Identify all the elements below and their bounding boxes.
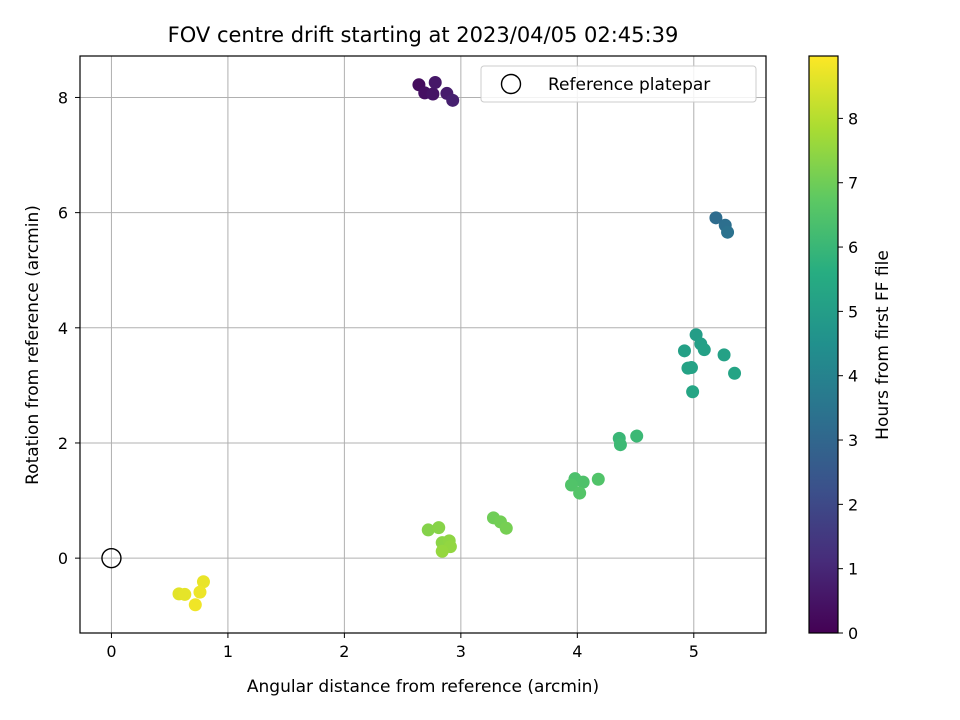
colorbar-tick-label: 1 [848, 560, 858, 579]
x-tick-label: 5 [689, 642, 699, 661]
colorbar-label: Hours from first FF file [873, 250, 893, 440]
legend-entry-reference: Reference platepar [548, 75, 710, 95]
y-tick-label: 4 [58, 319, 68, 338]
scatter-point [576, 475, 590, 489]
scatter-point [564, 478, 578, 492]
y-axis-label: Rotation from reference (arcmin) [23, 205, 43, 485]
plot-frame [79, 55, 767, 634]
colorbar-tick-label: 5 [848, 302, 858, 321]
colorbar-tick-label: 7 [848, 174, 858, 193]
colorbar-tick-label: 4 [848, 367, 858, 386]
scatter-point [573, 486, 587, 500]
colorbar-tick-label: 0 [848, 624, 858, 643]
scatter-point [193, 585, 207, 599]
colorbar-gradient [808, 55, 839, 634]
x-axis-ticks: 0 1 2 3 4 5 [106, 633, 699, 661]
colorbar-tick-label: 8 [848, 109, 858, 128]
chart-title: FOV centre drift starting at 2023/04/05 … [168, 23, 679, 47]
scatter-point [428, 75, 442, 89]
scatter-point [446, 93, 460, 107]
scatter-point [426, 87, 440, 101]
y-tick-label: 0 [58, 549, 68, 568]
legend-reference-marker-icon [500, 73, 522, 95]
x-tick-label: 3 [456, 642, 466, 661]
x-tick-label: 0 [106, 642, 116, 661]
x-tick-label: 1 [223, 642, 233, 661]
x-tick-label: 2 [339, 642, 349, 661]
scatter-point [196, 575, 210, 589]
y-tick-label: 2 [58, 434, 68, 453]
scatter-point [499, 521, 513, 535]
colorbar-ticks: 0 1 2 3 4 5 6 7 8 [838, 109, 858, 643]
colorbar: 0 1 2 3 4 5 6 7 8 Hours from first FF file [808, 55, 893, 643]
scatter-point [721, 225, 735, 239]
scatter-point [421, 523, 435, 537]
colorbar-tick-label: 6 [848, 238, 858, 257]
colorbar-tick-label: 2 [848, 495, 858, 514]
scatter-point [435, 544, 449, 558]
y-tick-label: 6 [58, 204, 68, 223]
scatter-point [728, 366, 742, 380]
scatter-point [717, 348, 731, 362]
y-tick-label: 8 [58, 88, 68, 107]
scatter-point [697, 343, 711, 357]
scatter-point [432, 521, 446, 535]
x-axis-label: Angular distance from reference (arcmin) [247, 677, 599, 697]
scatter-point [613, 438, 627, 452]
scatter-point [686, 385, 700, 399]
scatter-point [630, 429, 644, 443]
colorbar-tick-label: 3 [848, 431, 858, 450]
legend: Reference platepar [480, 65, 757, 103]
legend-box [480, 65, 757, 103]
scatter-point [178, 587, 192, 601]
y-axis-ticks: 0 2 4 6 8 [58, 88, 80, 568]
scatter-point [591, 472, 605, 486]
scatter-point [684, 361, 698, 375]
scatter-point [709, 211, 723, 225]
reference-platepar-marker [101, 547, 122, 569]
scatter-point [188, 598, 202, 612]
x-tick-label: 4 [572, 642, 582, 661]
scatter-point [677, 344, 691, 358]
data-points [172, 75, 742, 612]
reference-marker-layer [101, 547, 122, 569]
